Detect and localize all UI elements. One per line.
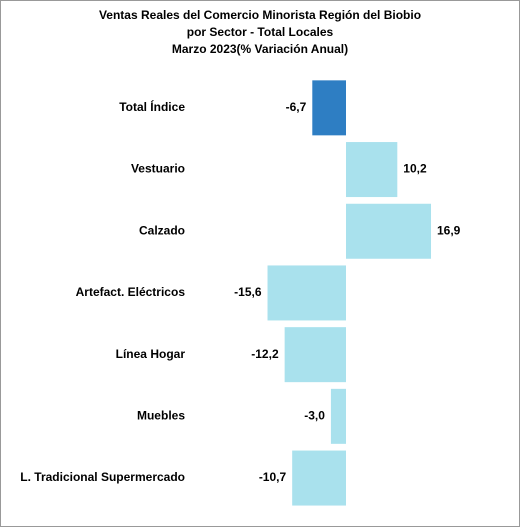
value-label: 16,9 — [437, 223, 461, 237]
bar — [292, 450, 346, 506]
chart-title: Marzo 2023(% Variación Anual) — [172, 42, 348, 56]
value-label: -10,7 — [259, 470, 287, 484]
value-label: 10,2 — [403, 162, 427, 176]
bar — [346, 203, 432, 259]
value-label: -15,6 — [234, 285, 262, 299]
value-label: -6,7 — [286, 100, 307, 114]
bar — [284, 327, 346, 383]
category-label: Artefact. Eléctricos — [76, 285, 186, 299]
category-label: L. Tradicional Supermercado — [20, 470, 185, 484]
category-label: Línea Hogar — [116, 347, 186, 361]
value-label: -3,0 — [304, 409, 325, 423]
bar — [312, 80, 346, 136]
category-label: Vestuario — [131, 162, 185, 176]
value-label: -12,2 — [251, 347, 279, 361]
bar — [346, 142, 398, 198]
bar — [330, 388, 346, 444]
chart-title: Ventas Reales del Comercio Minorista Reg… — [99, 8, 421, 22]
bar — [267, 265, 346, 321]
category-label: Muebles — [137, 409, 185, 423]
chart-title: por Sector - Total Locales — [187, 25, 334, 39]
category-label: Calzado — [139, 223, 185, 237]
category-label: Total Índice — [119, 99, 185, 114]
